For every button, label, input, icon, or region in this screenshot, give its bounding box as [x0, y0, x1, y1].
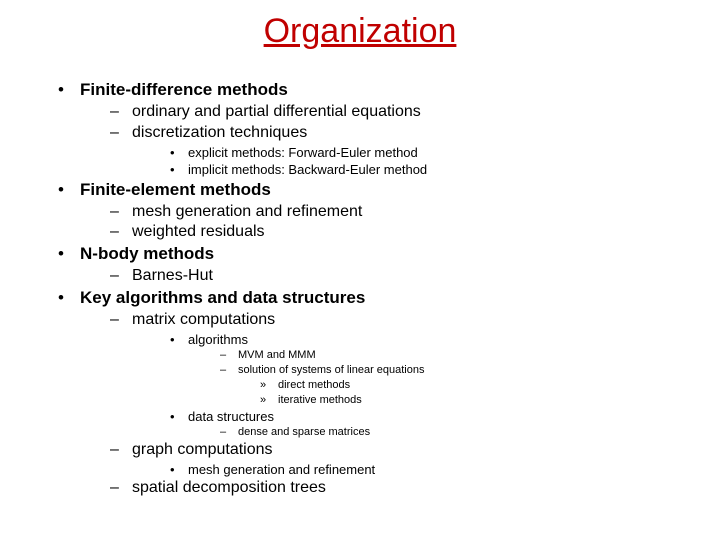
outline-text: ordinary and partial differential equati… [132, 103, 421, 120]
bullet-icon: • [58, 243, 80, 266]
bullet-icon: • [58, 79, 80, 102]
bullet-icon: – [110, 222, 132, 243]
outline-item: –weighted residuals [110, 222, 680, 243]
outline-item: •Key algorithms and data structures [58, 287, 680, 310]
bullet-icon: » [260, 393, 278, 408]
outline-item: –matrix computations [110, 310, 680, 331]
outline-text: discretization techniques [132, 124, 307, 141]
outline-item: •Finite-difference methods [58, 79, 680, 102]
outline-text: explicit methods: Forward-Euler method [188, 145, 418, 160]
outline-item: –discretization techniques [110, 123, 680, 144]
outline-item: –ordinary and partial differential equat… [110, 102, 680, 123]
outline-text: Finite-difference methods [80, 80, 288, 99]
outline-text: N-body methods [80, 244, 214, 263]
bullet-icon: • [170, 144, 188, 162]
bullet-icon: – [110, 478, 132, 499]
outline-item: •explicit methods: Forward-Euler method [170, 144, 680, 162]
bullet-icon: – [220, 363, 238, 378]
bullet-icon: • [170, 331, 188, 349]
outline-text: matrix computations [132, 311, 275, 328]
bullet-icon: » [260, 378, 278, 393]
outline-text: mesh generation and refinement [132, 203, 362, 220]
outline-text: data structures [188, 409, 274, 424]
outline-item: •N-body methods [58, 243, 680, 266]
outline-text: algorithms [188, 332, 248, 347]
outline-body: •Finite-difference methods–ordinary and … [40, 79, 680, 499]
outline-item: –dense and sparse matrices [220, 425, 680, 440]
outline-item: –graph computations [110, 440, 680, 461]
outline-item: •mesh generation and refinement [170, 461, 680, 479]
bullet-icon: – [110, 266, 132, 287]
outline-item: •data structures [170, 408, 680, 426]
outline-item: –mesh generation and refinement [110, 202, 680, 223]
outline-text: Finite-element methods [80, 180, 271, 199]
bullet-icon: – [110, 310, 132, 331]
outline-text: iterative methods [278, 394, 362, 406]
outline-item: –spatial decomposition trees [110, 478, 680, 499]
bullet-icon: – [110, 440, 132, 461]
bullet-icon: • [58, 179, 80, 202]
outline-item: »direct methods [260, 378, 680, 393]
outline-item: –Barnes-Hut [110, 266, 680, 287]
bullet-icon: • [170, 408, 188, 426]
outline-item: •Finite-element methods [58, 179, 680, 202]
bullet-icon: – [220, 348, 238, 363]
bullet-icon: – [110, 202, 132, 223]
bullet-icon: • [58, 287, 80, 310]
outline-text: spatial decomposition trees [132, 479, 326, 496]
outline-item: •algorithms [170, 331, 680, 349]
outline-text: graph computations [132, 441, 273, 458]
outline-text: Key algorithms and data structures [80, 288, 365, 307]
outline-item: »iterative methods [260, 393, 680, 408]
bullet-icon: – [110, 102, 132, 123]
outline-item: –MVM and MMM [220, 348, 680, 363]
outline-item: •implicit methods: Backward-Euler method [170, 161, 680, 179]
outline-text: dense and sparse matrices [238, 426, 370, 438]
outline-text: solution of systems of linear equations [238, 364, 425, 376]
slide: Organization •Finite-difference methods–… [0, 0, 720, 540]
outline-text: weighted residuals [132, 223, 265, 240]
bullet-icon: • [170, 161, 188, 179]
outline-text: implicit methods: Backward-Euler method [188, 162, 427, 177]
outline-text: Barnes-Hut [132, 267, 213, 284]
slide-title: Organization [40, 12, 680, 51]
bullet-icon: • [170, 461, 188, 479]
bullet-icon: – [110, 123, 132, 144]
outline-item: –solution of systems of linear equations [220, 363, 680, 378]
outline-text: mesh generation and refinement [188, 462, 375, 477]
outline-text: MVM and MMM [238, 349, 316, 361]
bullet-icon: – [220, 425, 238, 440]
outline-text: direct methods [278, 379, 350, 391]
